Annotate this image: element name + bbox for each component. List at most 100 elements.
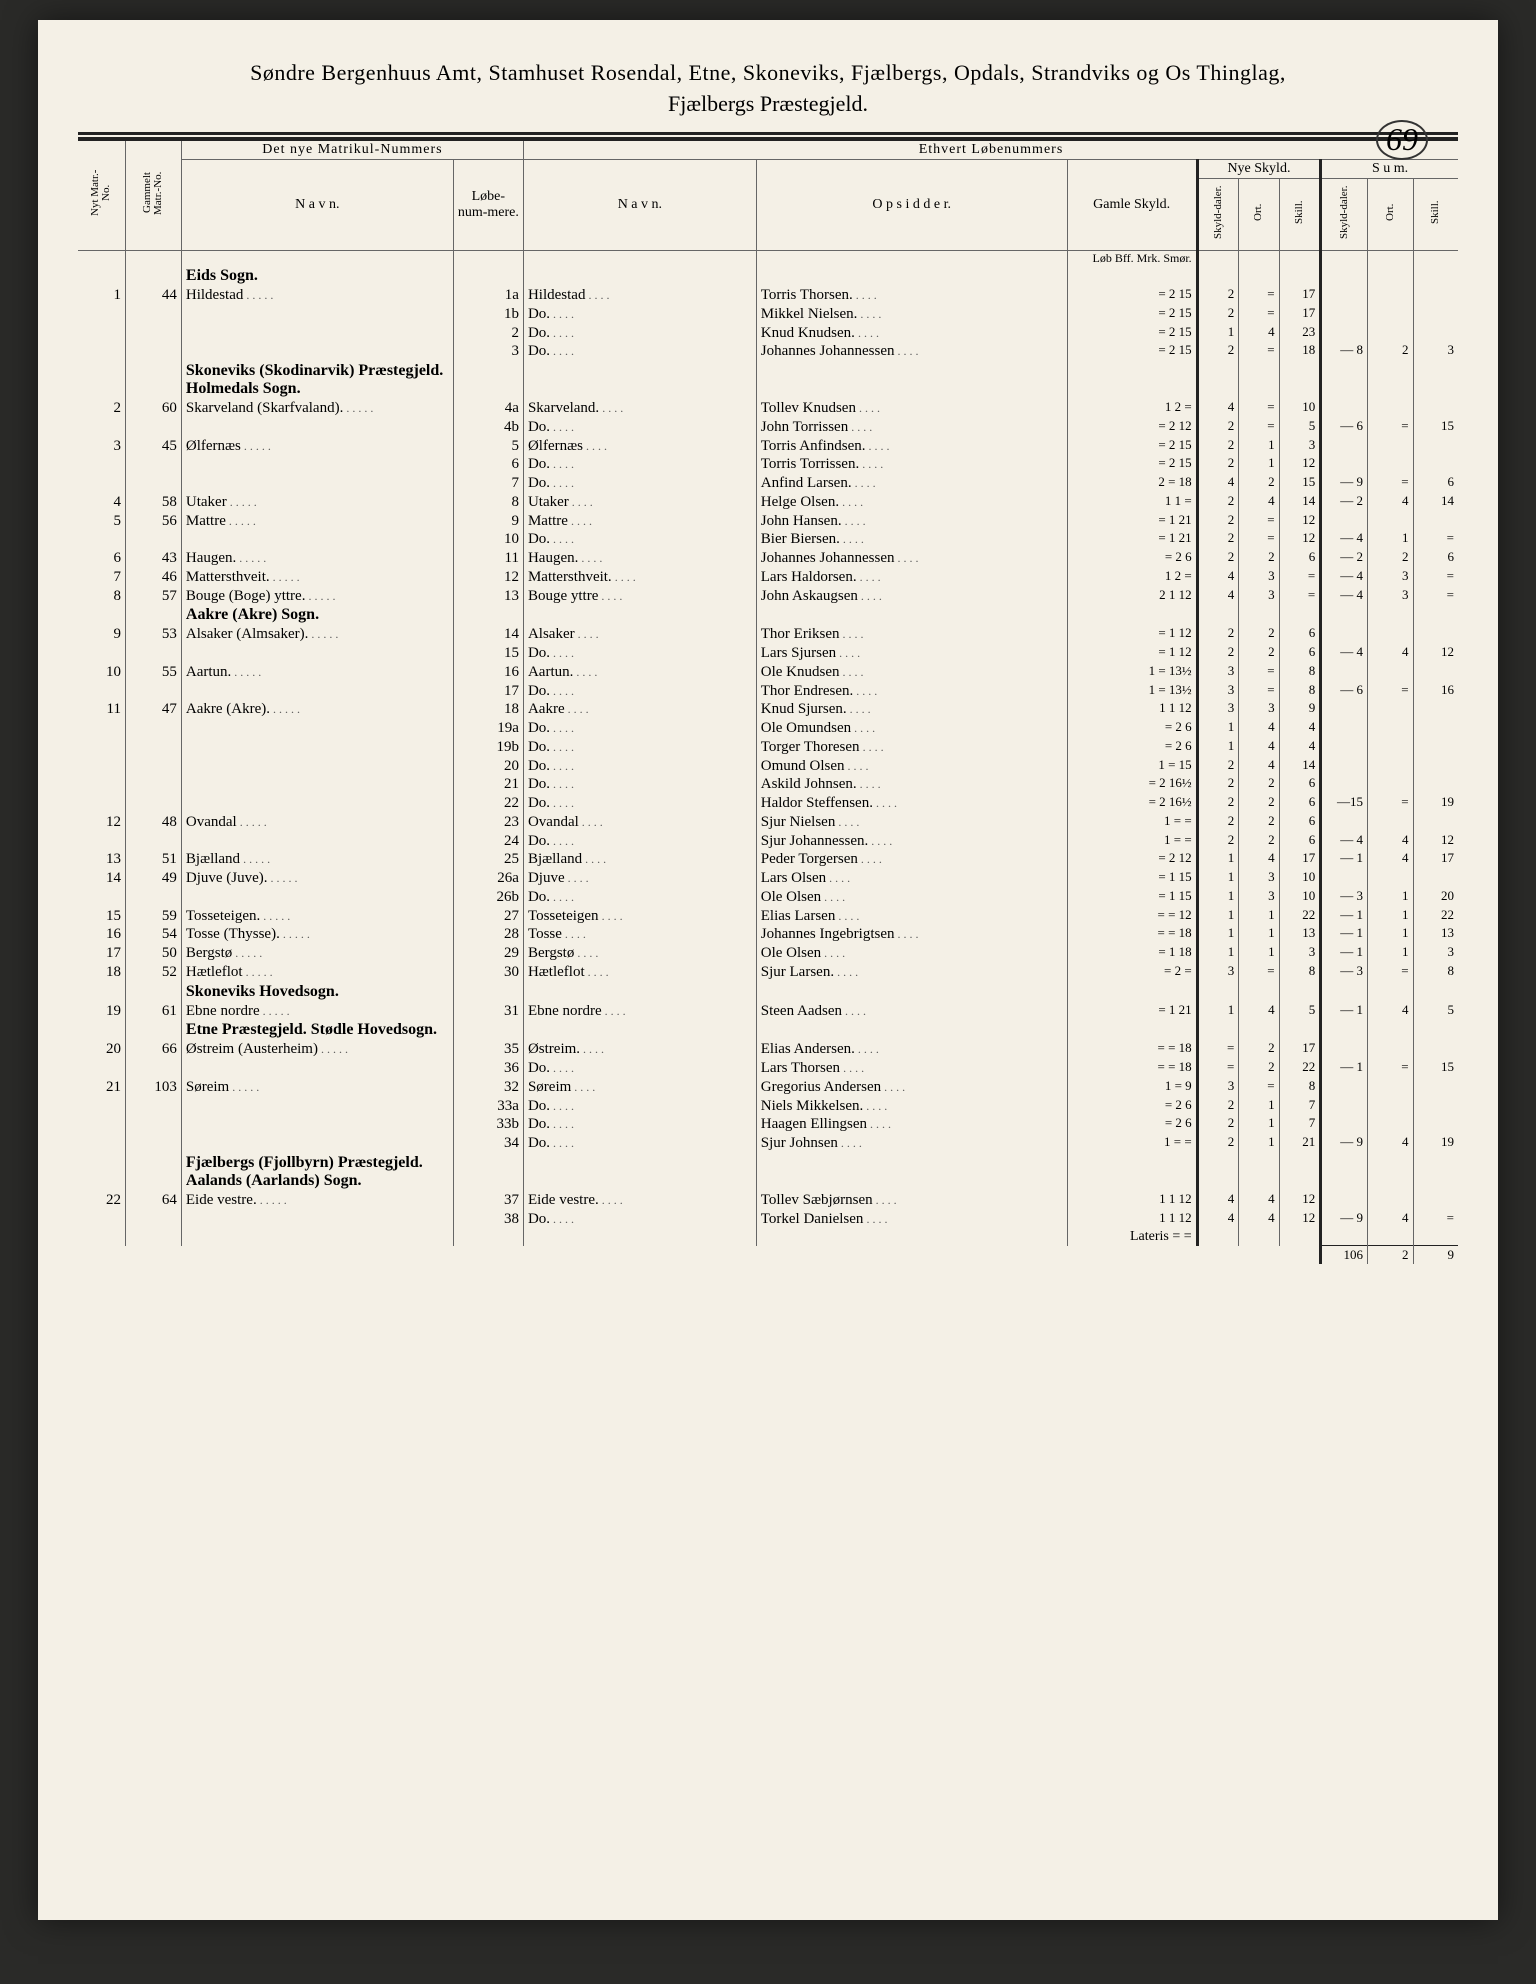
cell-lobe: 33b xyxy=(453,1115,523,1134)
cell-sum-daler xyxy=(1321,1040,1368,1059)
cell-gam xyxy=(125,1210,181,1229)
cell-navn1: Skarveland (Skarfvaland). xyxy=(181,399,453,418)
cell-ns-daler: 4 xyxy=(1197,1210,1239,1229)
cell-ns-ort: 2 xyxy=(1239,813,1279,832)
cell-navn2: Do. xyxy=(523,1097,756,1116)
cell-navn1 xyxy=(181,757,453,776)
cell-sum-ort: 2 xyxy=(1368,549,1414,568)
cell-gam xyxy=(125,530,181,549)
cell-sum-skill xyxy=(1413,1040,1458,1059)
cell-gam: 58 xyxy=(125,493,181,512)
cell-sum-skill: 20 xyxy=(1413,888,1458,907)
cell-gamle-skyld: = 1 21 xyxy=(1067,512,1197,531)
cell-gam: 55 xyxy=(125,663,181,682)
cell-nyt: 17 xyxy=(78,944,125,963)
section-heading-row: Skoneviks (Skodinarvik) Præstegjeld. Hol… xyxy=(78,361,1458,399)
page-title: Søndre Bergenhuus Amt, Stamhuset Rosenda… xyxy=(78,60,1458,86)
cell-navn2: Utaker xyxy=(523,493,756,512)
cell-ns-ort: = xyxy=(1239,530,1279,549)
cell-ns-ort: 4 xyxy=(1239,324,1279,343)
cell-navn1 xyxy=(181,644,453,663)
cell-ns-skill: 6 xyxy=(1279,794,1321,813)
table-row: 2066Østreim (Austerheim)35Østreim.Elias … xyxy=(78,1040,1458,1059)
table-row: 458Utaker8UtakerHelge Olsen.1 1 =2414— 2… xyxy=(78,493,1458,512)
cell-opsidder: Johannes Johannessen xyxy=(756,549,1067,568)
cell-lobe: 14 xyxy=(453,625,523,644)
total-skill: 9 xyxy=(1413,1246,1458,1265)
cell-sum-daler xyxy=(1321,1097,1368,1116)
cell-lobe: 32 xyxy=(453,1078,523,1097)
cell-sum-daler xyxy=(1321,700,1368,719)
cell-ns-ort: 3 xyxy=(1239,869,1279,888)
cell-gam: 53 xyxy=(125,625,181,644)
cell-opsidder: Sjur Johnsen xyxy=(756,1134,1067,1153)
cell-ns-ort: 3 xyxy=(1239,700,1279,719)
cell-lobe: 38 xyxy=(453,1210,523,1229)
cell-ns-ort: 4 xyxy=(1239,493,1279,512)
cell-ns-daler: 1 xyxy=(1197,869,1239,888)
cell-opsidder: Sjur Johannessen. xyxy=(756,832,1067,851)
cell-sum-ort: 1 xyxy=(1368,888,1414,907)
cell-sum-skill: 15 xyxy=(1413,1059,1458,1078)
cell-gam: 50 xyxy=(125,944,181,963)
cell-opsidder: Gregorius Andersen xyxy=(756,1078,1067,1097)
cell-opsidder: Elias Andersen. xyxy=(756,1040,1067,1059)
cell-sum-daler xyxy=(1321,775,1368,794)
cell-ns-ort: 4 xyxy=(1239,1191,1279,1210)
cell-navn1: Bouge (Boge) yttre. xyxy=(181,587,453,606)
cell-navn1 xyxy=(181,474,453,493)
cell-sum-ort xyxy=(1368,663,1414,682)
gs-header: Løb Bff. Mrk. Smør. xyxy=(1067,251,1197,267)
cell-nyt: 20 xyxy=(78,1040,125,1059)
cell-sum-ort xyxy=(1368,719,1414,738)
cell-ns-skill: 8 xyxy=(1279,1078,1321,1097)
cell-ns-ort: = xyxy=(1239,512,1279,531)
cell-ns-skill: 7 xyxy=(1279,1097,1321,1116)
cell-navn2: Aartun. xyxy=(523,663,756,682)
cell-ns-skill: 17 xyxy=(1279,286,1321,305)
cell-sum-skill: = xyxy=(1413,587,1458,606)
table-row: 17Do.Thor Endresen.1 = 13½3=8— 6=16 xyxy=(78,682,1458,701)
cell-ns-daler: = xyxy=(1197,1040,1239,1059)
cell-sum-ort xyxy=(1368,1115,1414,1134)
col-gammelt-matr: Gammelt Matr.-No. xyxy=(142,161,164,225)
cell-nyt xyxy=(78,530,125,549)
cell-ns-daler: 2 xyxy=(1197,775,1239,794)
table-row: 556Mattre9MattreJohn Hansen.= 1 212=12 xyxy=(78,512,1458,531)
cell-lobe: 30 xyxy=(453,963,523,982)
cell-gam: 64 xyxy=(125,1191,181,1210)
cell-sum-daler: — 8 xyxy=(1321,342,1368,361)
table-row: 1449Djuve (Juve).26aDjuveLars Olsen= 1 1… xyxy=(78,869,1458,888)
cell-ns-ort: 2 xyxy=(1239,474,1279,493)
table-row: 2Do.Knud Knudsen.= 2 151423 xyxy=(78,324,1458,343)
total-ort: 2 xyxy=(1368,1246,1414,1265)
table-row: 1750Bergstø29BergstøOle Olsen= 1 18113— … xyxy=(78,944,1458,963)
cell-sum-ort xyxy=(1368,700,1414,719)
cell-sum-skill: 13 xyxy=(1413,925,1458,944)
cell-navn2: Ovandal xyxy=(523,813,756,832)
cell-nyt xyxy=(78,324,125,343)
cadastre-table: Nyt Matr.-No. Gammelt Matr.-No. Det nye … xyxy=(78,138,1458,1264)
cell-sum-daler: —15 xyxy=(1321,794,1368,813)
cell-gamle-skyld: 1 = 9 xyxy=(1067,1078,1197,1097)
cell-lobe: 28 xyxy=(453,925,523,944)
cell-opsidder: Sjur Nielsen xyxy=(756,813,1067,832)
cell-gamle-skyld: = 1 21 xyxy=(1067,530,1197,549)
cell-ns-skill: 6 xyxy=(1279,625,1321,644)
cell-navn1 xyxy=(181,682,453,701)
cell-gamle-skyld: = 2 6 xyxy=(1067,719,1197,738)
cell-nyt: 16 xyxy=(78,925,125,944)
cell-gamle-skyld: = = 18 xyxy=(1067,1040,1197,1059)
cell-sum-ort xyxy=(1368,1040,1414,1059)
cell-navn2: Alsaker xyxy=(523,625,756,644)
cell-ns-ort: 1 xyxy=(1239,455,1279,474)
cell-sum-daler xyxy=(1321,455,1368,474)
cell-gamle-skyld: = 2 15 xyxy=(1067,305,1197,324)
cell-navn2: Søreim xyxy=(523,1078,756,1097)
cell-ns-ort: 3 xyxy=(1239,587,1279,606)
cell-nyt: 6 xyxy=(78,549,125,568)
cell-sum-ort xyxy=(1368,1078,1414,1097)
section-title: Etne Præstegjeld. Stødle Hovedsogn. xyxy=(181,1020,453,1040)
cell-nyt: 5 xyxy=(78,512,125,531)
cell-navn1 xyxy=(181,888,453,907)
